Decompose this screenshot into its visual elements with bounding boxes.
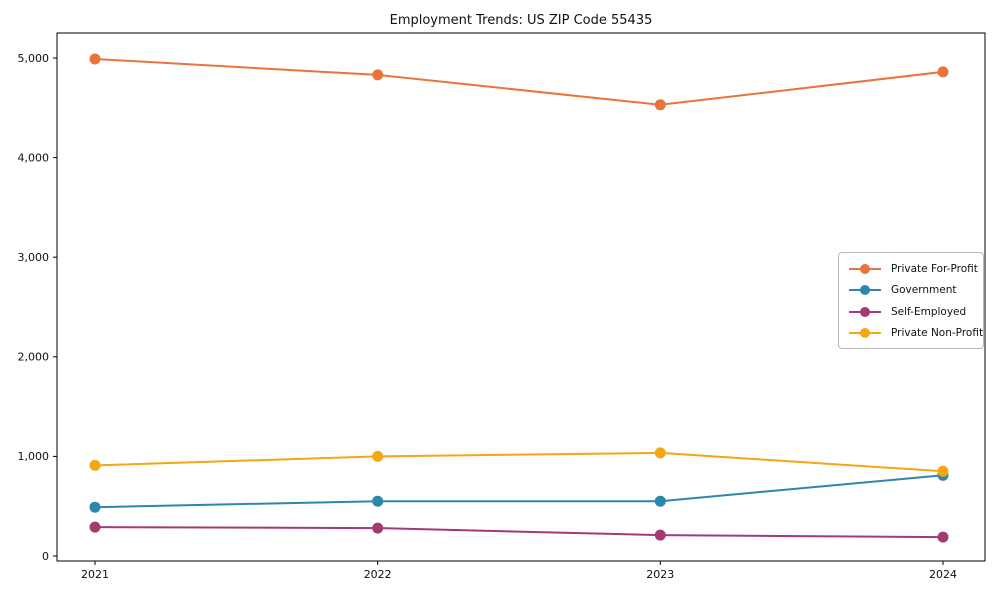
y-tick-label: 4,000 (18, 151, 50, 164)
y-tick-label: 0 (42, 550, 49, 563)
data-point-self-employed-2023 (654, 529, 666, 541)
legend-label-self-employed: Self-Employed (891, 305, 967, 318)
legend: Private For-Profit Government Self-Employe… (838, 252, 984, 349)
legend-swatch-private-for-profit (849, 264, 881, 274)
data-point-private-for-profit-2023 (654, 99, 666, 111)
data-point-private-non-profit-2022 (372, 450, 384, 462)
chart-title: Employment Trends: US ZIP Code 55435 (389, 13, 653, 28)
y-tick-label: 3,000 (18, 251, 50, 264)
x-tick-label: 2022 (364, 568, 392, 581)
series-line-government (94, 474, 944, 509)
data-point-self-employed-2021 (89, 521, 101, 533)
series-line-private-for-profit (94, 58, 944, 106)
legend-label-government: Government (891, 284, 957, 297)
y-tick-label: 2,000 (18, 351, 50, 364)
legend-swatch-private-non-profit (849, 327, 881, 338)
data-point-government-2022 (372, 495, 384, 507)
plot-border (56, 32, 986, 562)
legend-label-private-non-profit: Private Non-Profit (891, 326, 984, 339)
legend-item-private-non-profit: Private Non-Profit (848, 324, 983, 342)
series-line-self-employed (94, 526, 944, 539)
x-tick-label: 2023 (646, 568, 674, 581)
data-point-self-employed-2024 (937, 531, 949, 543)
series-line-private-non-profit (94, 451, 944, 473)
legend-swatch-government (849, 285, 881, 296)
legend-item-self-employed: Self-Employed (848, 303, 975, 321)
y-tick-label: 5,000 (18, 52, 50, 65)
legend-item-government: Government (848, 281, 975, 299)
data-point-self-employed-2022 (372, 522, 384, 534)
legend-swatch-self-employed (849, 306, 881, 317)
data-point-private-for-profit-2022 (372, 69, 384, 81)
data-point-private-non-profit-2024 (937, 465, 949, 477)
data-point-private-non-profit-2023 (654, 447, 666, 459)
y-tick-label: 1,000 (18, 450, 50, 463)
legend-label-private-for-profit: Private For-Profit (891, 263, 978, 275)
data-point-private-for-profit-2024 (937, 66, 949, 78)
data-point-government-2023 (654, 495, 666, 507)
data-point-private-non-profit-2021 (89, 459, 101, 471)
x-tick-label: 2024 (929, 568, 957, 581)
data-point-private-for-profit-2021 (89, 53, 101, 65)
x-tick-label: 2021 (81, 568, 109, 581)
legend-item-private-for-profit: Private For-Profit (848, 260, 978, 278)
data-point-government-2021 (89, 501, 101, 513)
